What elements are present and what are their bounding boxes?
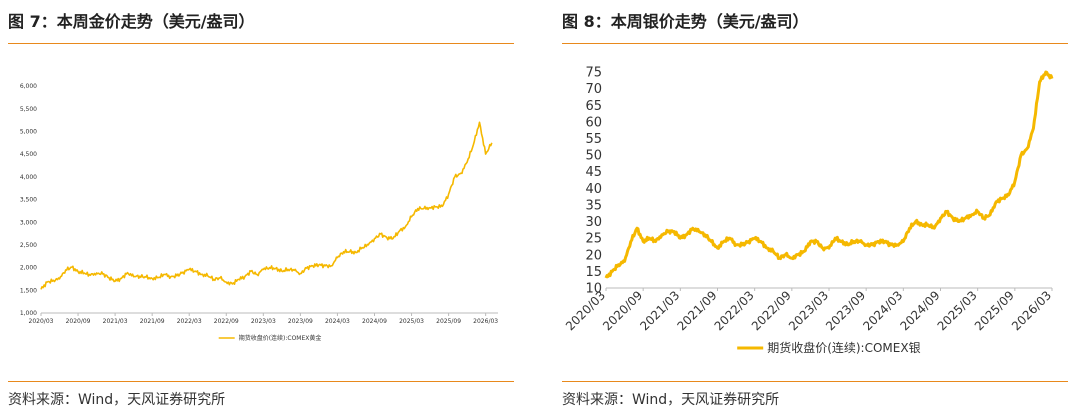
x-tick-label: 2025/09 [436,318,461,325]
x-tick-label: 2022/09 [214,318,239,325]
y-tick-label: 15 [585,265,602,280]
gold-title-rule [8,43,514,44]
y-tick-label: 2,500 [20,242,37,249]
silver-title-rule [562,43,1068,44]
y-tick-label: 55 [585,132,602,147]
y-tick-label: 3,000 [20,219,37,226]
x-tick-label: 2026/03 [473,318,498,325]
y-tick-label: 1,000 [20,310,37,317]
gold-price-chart: 1,000 1,500 2,000 2,500 3,000 3,500 4,000 4,500… [20,83,498,342]
x-tick-label: 2021/03 [637,288,682,333]
gold-source-rule [8,381,514,382]
x-tick-label: 2021/09 [674,288,719,333]
gold-panel: 图 7：本周金价走势（美元/盎司） 1,000 1,500 2,000 2,500 3,… [8,0,514,411]
y-tick-label: 1,500 [20,287,37,294]
x-tick-label: 2022/03 [712,288,757,333]
y-tick-label: 4,500 [20,151,37,158]
x-tick-label: 2021/03 [103,318,128,325]
x-tick-label: 2026/03 [1009,288,1054,333]
gold-source-note: 资料来源：Wind，天风证券研究所 [8,392,226,408]
y-tick-label: 60 [585,115,602,130]
x-tick-label: 2024/03 [325,318,350,325]
legend-label: 期货收盘价(连续):COMEX银 [767,340,920,355]
price-series-line [40,121,493,290]
x-tick-label: 2025/03 [399,318,424,325]
x-tick-label: 2020/09 [66,318,91,325]
x-tick-label: 2023/09 [288,318,313,325]
y-tick-label: 35 [585,198,602,213]
legend-label: 期货收盘价(连续):COMEX黄金 [239,334,322,342]
y-tick-label: 40 [585,182,602,197]
silver-source-note: 资料来源：Wind，天风证券研究所 [562,392,780,408]
y-tick-label: 10 [585,282,602,297]
y-tick-label: 5,500 [20,106,37,113]
y-tick-label: 20 [585,248,602,263]
y-tick-label: 2,000 [20,265,37,272]
y-tick-label: 3,500 [20,197,37,204]
x-tick-label: 2023/09 [823,288,868,333]
y-tick-label: 50 [585,149,602,164]
price-series-line [604,70,1054,279]
x-tick-label: 2025/09 [972,288,1017,333]
x-tick-label: 2024/03 [860,288,905,333]
x-tick-label: 2024/09 [897,288,942,333]
x-tick-label: 2024/09 [362,318,387,325]
y-tick-label: 65 [585,99,602,114]
x-tick-label: 2023/03 [786,288,831,333]
silver-chart-title: 图 8：本周银价走势（美元/盎司） [562,12,809,31]
y-tick-label: 75 [585,66,602,81]
y-tick-label: 45 [585,165,602,180]
x-tick-label: 2020/09 [600,288,645,333]
y-tick-label: 25 [585,232,602,247]
x-tick-label: 2022/09 [749,288,794,333]
y-tick-label: 5,000 [20,129,37,136]
silver-panel: 图 8：本周银价走势（美元/盎司） 10 15 20 25 30 35 40 45 50 55 60… [562,0,1068,411]
y-tick-label: 30 [585,215,602,230]
silver-price-chart: 10152025303540455055606570752020/032020/… [563,66,1054,356]
silver-source-rule [562,381,1068,382]
x-tick-label: 2021/09 [140,318,165,325]
x-tick-label: 2020/03 [29,318,54,325]
x-tick-label: 2022/03 [177,318,202,325]
y-tick-label: 70 [585,82,602,97]
x-tick-label: 2023/03 [251,318,276,325]
y-tick-label: 4,000 [20,174,37,181]
y-tick-label: 6,000 [20,83,37,90]
gold-chart-title: 图 7：本周金价走势（美元/盎司） [8,12,255,31]
x-tick-label: 2025/03 [935,288,980,333]
